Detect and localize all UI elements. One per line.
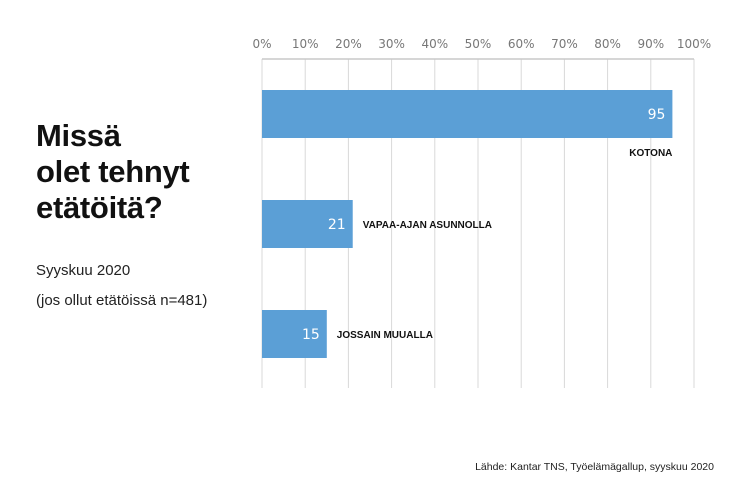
category-label: KOTONA <box>629 148 672 159</box>
category-label: JOSSAIN MUUALLA <box>337 330 433 341</box>
title-line: olet tehnyt <box>36 154 190 189</box>
title-line: Missä <box>36 118 121 153</box>
title-line: etätöitä? <box>36 190 163 225</box>
bar <box>262 310 327 358</box>
x-tick-label: 40% <box>421 37 448 51</box>
data-label: 95 <box>648 107 666 123</box>
x-tick-label: 90% <box>637 37 664 51</box>
x-tick-label: 70% <box>551 37 578 51</box>
category-label: VAPAA-AJAN ASUNNOLLA <box>363 220 492 231</box>
sample-note: (jos ollut etätöissä n=481) <box>36 292 208 309</box>
bar <box>262 200 353 248</box>
x-tick-label: 50% <box>465 37 492 51</box>
source-note: Lähde: Kantar TNS, Työelämägallup, syysk… <box>475 461 714 473</box>
data-label: 21 <box>328 217 346 233</box>
subtitle: Syyskuu 2020 <box>36 262 131 279</box>
x-tick-label: 20% <box>335 37 362 51</box>
chart-title: Missä olet tehnyt etätöitä? <box>36 118 190 226</box>
bar <box>262 90 673 138</box>
x-tick-label: 100% <box>677 37 711 51</box>
x-tick-label: 10% <box>292 37 319 51</box>
x-tick-label: 0% <box>252 37 271 51</box>
x-tick-label: 60% <box>508 37 535 51</box>
data-label: 15 <box>302 327 320 343</box>
x-tick-label: 30% <box>378 37 405 51</box>
x-tick-label: 80% <box>594 37 621 51</box>
